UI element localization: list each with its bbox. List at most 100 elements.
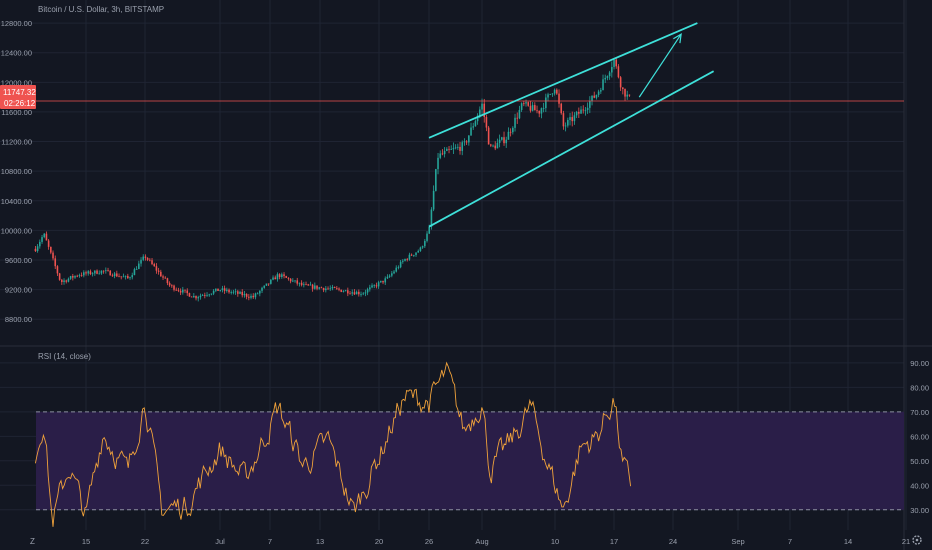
candle-body bbox=[322, 287, 325, 291]
candle-body bbox=[470, 127, 472, 136]
candle-body bbox=[173, 285, 175, 290]
candle-body bbox=[622, 87, 624, 89]
candle-body bbox=[296, 280, 299, 284]
candle-body bbox=[314, 285, 316, 289]
candle-body bbox=[490, 144, 492, 146]
candle-body bbox=[534, 105, 536, 111]
candle-body bbox=[274, 277, 277, 280]
time-tick-label: 7 bbox=[268, 537, 272, 546]
candle-body bbox=[606, 76, 609, 78]
candle-body bbox=[336, 287, 338, 289]
candle-body bbox=[441, 153, 444, 155]
candle-body bbox=[252, 295, 255, 298]
candle-body bbox=[342, 291, 345, 292]
settings-button[interactable] bbox=[912, 535, 922, 545]
candle-body bbox=[496, 142, 499, 149]
candle-body bbox=[105, 270, 107, 272]
forecast-arrow-head[interactable] bbox=[673, 33, 682, 44]
candle-body bbox=[267, 283, 270, 285]
candle-body bbox=[578, 111, 580, 114]
candle-body bbox=[333, 287, 336, 288]
candle-body bbox=[298, 282, 301, 284]
candle-body bbox=[538, 110, 541, 114]
candle-body bbox=[619, 77, 622, 88]
candle-body bbox=[487, 127, 490, 145]
candle-body bbox=[45, 233, 48, 241]
time-tick-label: Jul bbox=[215, 537, 225, 546]
candle-body bbox=[615, 59, 618, 67]
candle-body bbox=[87, 271, 90, 274]
candle-body bbox=[443, 150, 446, 155]
candle-body bbox=[626, 94, 629, 97]
candle-body bbox=[228, 289, 230, 293]
candle-body bbox=[239, 291, 241, 294]
parallel-channel-lower-line[interactable] bbox=[428, 70, 715, 228]
candle-body bbox=[157, 270, 160, 272]
candles-layer bbox=[34, 58, 631, 302]
candle-body bbox=[54, 258, 57, 267]
candle-body bbox=[237, 291, 239, 294]
candle-body bbox=[116, 273, 118, 277]
last-price-value: 11747.32 bbox=[3, 88, 36, 97]
forecast-arrow-shaft[interactable] bbox=[638, 33, 682, 98]
candle-body bbox=[426, 233, 428, 241]
candle-body bbox=[604, 77, 607, 80]
parallel-channel-upper-line[interactable] bbox=[428, 22, 698, 139]
candle-body bbox=[516, 117, 519, 119]
time-axis[interactable]: 15 22 Jul 7 13 20 26 Aug 10 17 24 Sep 7 14 21 bbox=[82, 537, 910, 546]
candle-body bbox=[382, 280, 384, 283]
price-axis[interactable]: 8800.00 9200.00 9600.00 10000.00 10400.00 108… bbox=[1, 19, 32, 324]
rsi-tick-label: 50.00 bbox=[910, 457, 929, 466]
candle-body bbox=[582, 109, 585, 111]
candle-body bbox=[186, 290, 189, 294]
candle-body bbox=[512, 127, 514, 133]
candle-body bbox=[586, 107, 589, 111]
candle-body bbox=[80, 275, 83, 277]
candle-body bbox=[177, 289, 180, 291]
candle-body bbox=[210, 293, 213, 295]
candle-body bbox=[611, 66, 613, 73]
candle-body bbox=[503, 137, 505, 144]
time-tick-label: 14 bbox=[844, 537, 852, 546]
drawings-layer[interactable] bbox=[428, 22, 715, 228]
candle-body bbox=[494, 145, 497, 149]
bar-countdown: 02:26:12 bbox=[4, 99, 36, 108]
candle-body bbox=[393, 271, 395, 274]
candle-body bbox=[575, 111, 578, 116]
candle-body bbox=[320, 287, 323, 289]
candle-body bbox=[373, 285, 376, 287]
candle-body bbox=[270, 279, 272, 284]
candle-body bbox=[360, 294, 362, 296]
last-price-badge[interactable]: 11747.32 02:26:12 bbox=[0, 85, 36, 109]
candle-body bbox=[556, 89, 558, 94]
gear-icon-center bbox=[915, 538, 919, 542]
price-tick-label: 10800.00 bbox=[1, 167, 32, 176]
candle-body bbox=[417, 250, 420, 253]
candle-body bbox=[353, 292, 356, 295]
candle-body bbox=[344, 290, 347, 292]
candle-body bbox=[573, 115, 576, 122]
candle-body bbox=[468, 135, 470, 143]
candle-body bbox=[294, 280, 296, 282]
rsi-axis[interactable]: 30.00 40.00 50.00 60.00 70.00 80.00 90.00 bbox=[910, 359, 929, 515]
candle-body bbox=[571, 117, 574, 122]
bottom-left-z-button[interactable]: Z bbox=[30, 537, 35, 546]
time-tick-label: 17 bbox=[610, 537, 618, 546]
candle-body bbox=[595, 94, 598, 98]
candle-body bbox=[481, 103, 483, 110]
candle-body bbox=[47, 240, 50, 247]
candle-body bbox=[380, 280, 382, 283]
candle-body bbox=[160, 271, 162, 277]
candle-body bbox=[419, 247, 422, 251]
candle-body bbox=[358, 291, 360, 295]
candle-body bbox=[184, 289, 186, 291]
candle-body bbox=[261, 287, 263, 291]
candle-body bbox=[138, 263, 140, 270]
candle-body bbox=[329, 288, 332, 290]
candle-body bbox=[195, 296, 197, 299]
candle-body bbox=[248, 296, 250, 298]
rsi-tick-label: 30.00 bbox=[910, 506, 929, 515]
candle-body bbox=[498, 139, 501, 143]
candle-body bbox=[50, 246, 52, 253]
